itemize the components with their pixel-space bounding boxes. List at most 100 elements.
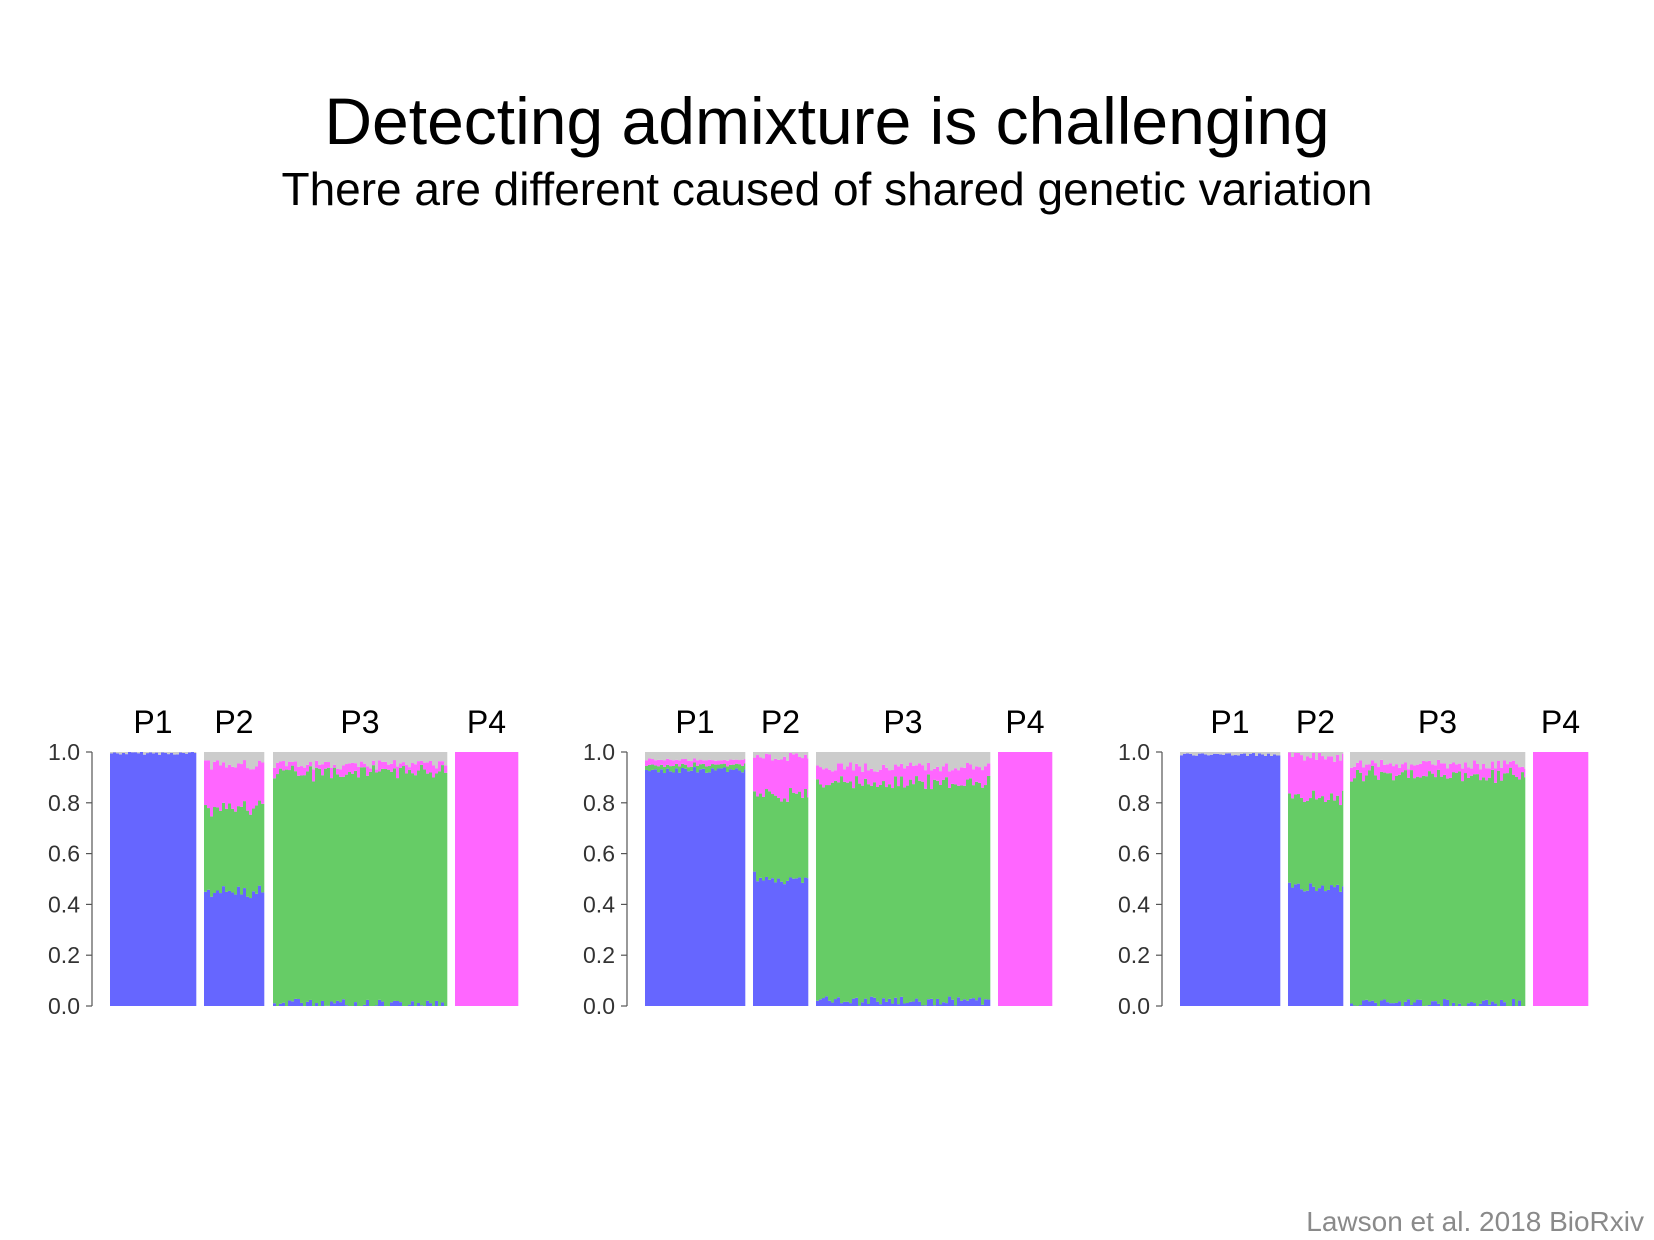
admixture-segment-gray bbox=[1303, 752, 1307, 761]
admixture-segment-gray bbox=[1404, 752, 1408, 763]
admixture-segment-blue bbox=[690, 770, 694, 1006]
admixture-segment-pink bbox=[885, 767, 889, 788]
admixture-segment-blue bbox=[1368, 1001, 1372, 1006]
admixture-segment-pink bbox=[1509, 761, 1513, 768]
admixture-segment-gray bbox=[1497, 752, 1501, 761]
admixture-segment-pink bbox=[497, 752, 501, 1006]
admixture-segment-gray bbox=[864, 752, 868, 764]
admixture-segment-blue bbox=[900, 996, 904, 1006]
admixture-segment-gray bbox=[378, 752, 382, 761]
admixture-segment-blue bbox=[179, 752, 183, 1006]
admixture-segment-gray bbox=[381, 752, 385, 762]
admixture-segment-gray bbox=[429, 752, 433, 761]
admixture-segment-blue bbox=[333, 1003, 337, 1006]
admixture-segment-gray bbox=[1189, 752, 1193, 754]
admixture-segment-green bbox=[1315, 799, 1319, 892]
admixture-segment-gray bbox=[816, 752, 820, 766]
admixture-segment-blue bbox=[194, 753, 197, 1006]
admixture-segment-gray bbox=[954, 752, 958, 769]
admixture-segment-blue bbox=[1500, 999, 1504, 1006]
admixture-segment-pink bbox=[1479, 769, 1483, 781]
admixture-segment-green bbox=[1524, 777, 1526, 1006]
y-tick-label: 0.0 bbox=[583, 993, 615, 1019]
admixture-segment-blue bbox=[945, 1003, 949, 1006]
admixture-segment-blue bbox=[228, 890, 232, 1006]
admixture-segment-blue bbox=[798, 877, 802, 1006]
admixture-segment-pink bbox=[1581, 752, 1585, 1006]
admixture-segment-pink bbox=[1368, 764, 1372, 771]
admixture-segment-pink bbox=[726, 760, 730, 767]
admixture-segment-gray bbox=[279, 752, 283, 762]
admixture-segment-green bbox=[363, 767, 367, 1005]
admixture-segment-gray bbox=[1356, 752, 1360, 763]
admixture-segment-pink bbox=[987, 763, 991, 776]
admixture-segment-blue bbox=[879, 1004, 883, 1006]
admixture-segment-blue bbox=[429, 1003, 433, 1006]
admixture-segment-gray bbox=[924, 752, 928, 771]
admixture-segment-blue bbox=[939, 1004, 943, 1006]
admixture-segment-pink bbox=[756, 755, 760, 797]
admixture-segment-blue bbox=[1389, 1003, 1393, 1006]
admixture-segment-gray bbox=[1294, 752, 1298, 753]
admixture-segment-gray bbox=[1524, 752, 1526, 769]
admixture-segment-pink bbox=[1342, 753, 1344, 791]
admixture-segment-pink bbox=[1333, 761, 1337, 801]
admixture-segment-gray bbox=[210, 752, 214, 770]
admixture-segment-green bbox=[918, 780, 922, 1002]
admixture-segment-green bbox=[705, 766, 709, 773]
admixture-segment-gray bbox=[366, 752, 370, 767]
admixture-segment-green bbox=[876, 786, 880, 1002]
admixture-segment-blue bbox=[840, 1003, 844, 1006]
admixture-segment-pink bbox=[819, 767, 823, 785]
admixture-segment-green bbox=[1395, 775, 1399, 1003]
admixture-segment-blue bbox=[804, 877, 808, 1006]
admixture-segment-gray bbox=[1321, 752, 1325, 757]
admixture-segment-gray bbox=[798, 752, 802, 757]
admixture-segment-gray bbox=[867, 752, 871, 771]
admixture-segment-green bbox=[834, 780, 838, 1000]
admixture-segment-blue bbox=[1219, 754, 1223, 1006]
admixture-segment-green bbox=[1306, 800, 1310, 891]
admixture-segment-gray bbox=[1249, 752, 1253, 754]
admixture-segment-blue bbox=[330, 1001, 334, 1006]
admixture-segment-blue bbox=[849, 1003, 853, 1006]
admixture-segment-green bbox=[873, 782, 877, 998]
admixture-segment-blue bbox=[1431, 1001, 1435, 1006]
admixture-segment-gray bbox=[222, 752, 226, 763]
admixture-segment-blue bbox=[134, 752, 138, 1006]
admixture-segment-blue bbox=[282, 1002, 286, 1006]
admixture-segment-blue bbox=[1276, 755, 1280, 1006]
admixture-segment-blue bbox=[1365, 999, 1369, 1006]
admixture-segment-pink bbox=[669, 759, 673, 767]
admixture-segment-blue bbox=[717, 768, 721, 1006]
admixture-segment-gray bbox=[1192, 752, 1196, 756]
admixture-segment-green bbox=[1398, 774, 1402, 1002]
admixture-segment-gray bbox=[1267, 752, 1271, 754]
admixture-segment-blue bbox=[753, 871, 757, 1006]
admixture-segment-gray bbox=[1446, 752, 1450, 769]
admixture-segment-pink bbox=[255, 766, 259, 806]
admixture-segment-green bbox=[1327, 799, 1331, 890]
admixture-segment-blue bbox=[122, 752, 126, 1006]
admixture-segment-pink bbox=[891, 770, 895, 789]
admixture-segment-blue bbox=[185, 753, 189, 1006]
admixture-segment-gray bbox=[672, 752, 676, 761]
admixture-segment-blue bbox=[801, 882, 805, 1006]
admixture-segment-pink bbox=[888, 770, 892, 785]
admixture-segment-gray bbox=[1374, 752, 1378, 764]
admixture-segment-green bbox=[1461, 781, 1465, 1006]
admixture-segment-blue bbox=[735, 768, 739, 1006]
admixture-segment-blue bbox=[666, 768, 670, 1006]
admixture-segment-green bbox=[1446, 778, 1450, 1000]
admixture-segment-gray bbox=[801, 752, 805, 759]
admixture-segment-green bbox=[951, 783, 955, 1000]
admixture-segment-blue bbox=[1512, 999, 1516, 1006]
admixture-segment-pink bbox=[225, 767, 229, 809]
admixture-segment-pink bbox=[998, 752, 1002, 1006]
admixture-segment-green bbox=[414, 775, 418, 1006]
admixture-segment-gray bbox=[1365, 752, 1369, 765]
admixture-segment-pink bbox=[1485, 768, 1489, 781]
admixture-segment-pink bbox=[984, 766, 988, 786]
admixture-segment-green bbox=[237, 806, 241, 887]
admixture-segment-gray bbox=[1449, 752, 1453, 764]
